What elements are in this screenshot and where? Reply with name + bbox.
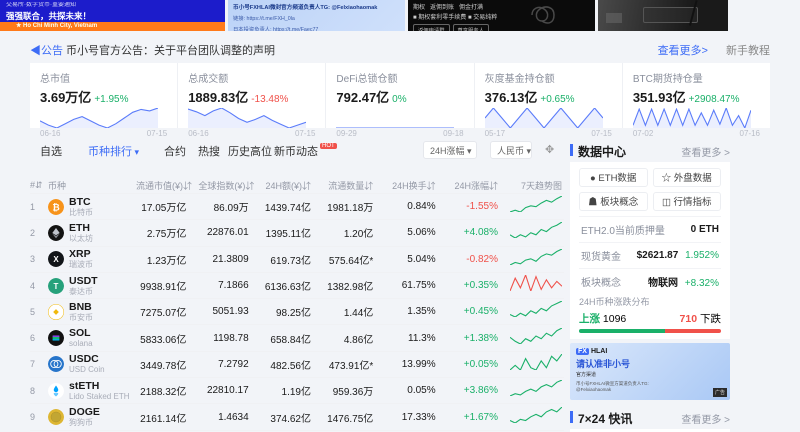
svg-text:T: T [54,282,59,291]
svg-text:₿: ₿ [52,202,59,212]
svg-text:X: X [53,255,59,264]
